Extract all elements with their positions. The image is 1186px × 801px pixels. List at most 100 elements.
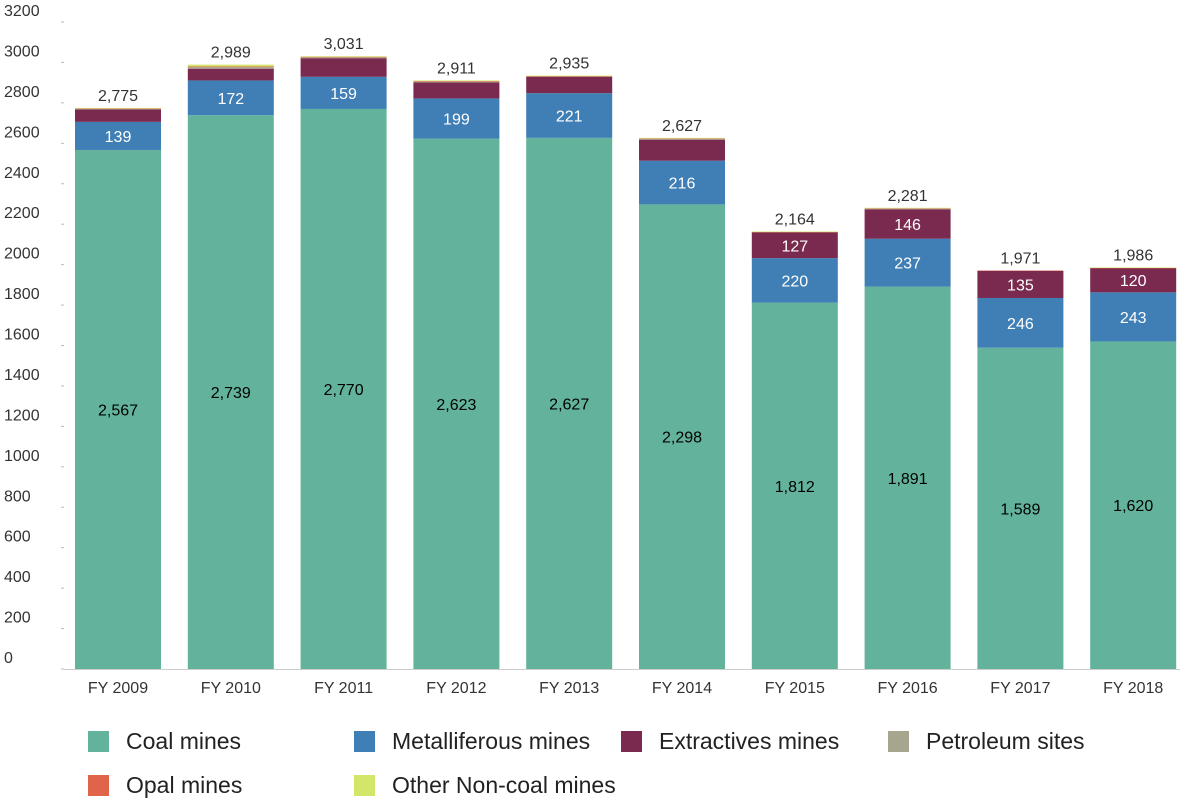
x-tick-label: FY 2012 [426,680,486,697]
bar-segment [639,137,725,139]
x-tick-label: FY 2009 [88,680,148,697]
y-tick-label: 200 [4,610,31,627]
x-tick-label: FY 2011 [314,680,373,697]
bar-stack: 2,770 159 3,031 [300,36,387,670]
bar-segment [300,108,387,670]
bar-segment [75,108,161,109]
total-label: 2,627 [662,118,702,135]
bar-segment [977,270,1064,298]
total-label: 2,911 [437,60,476,77]
bar-segment [864,208,951,210]
legend-swatch [354,775,375,796]
bar-segment [526,137,613,669]
data-label: 2,623 [436,397,476,414]
bar-segment [187,68,274,81]
y-tick-label: 0 [4,650,13,667]
y-tick-label: 600 [4,529,31,546]
bar-segment [187,67,274,69]
legend-item: Petroleum sites [888,728,1085,755]
bar-segment [75,121,161,150]
bar-segment [75,107,161,109]
legend-item: Other Non-coal mines [354,772,616,799]
total-label: 1,986 [1113,247,1153,264]
bar-segment [977,297,1064,348]
x-tick-label: FY 2010 [201,680,261,697]
y-axis: 0 200 400 600 800 1000 1200 1400 1600 1800 2000 220… [4,3,64,670]
data-label: 216 [669,176,696,193]
bar-segment [75,108,161,110]
bar-segment [751,232,838,259]
bar-segment [75,149,161,669]
bar-stack: 2,298 216 2,627 [639,118,725,670]
bar-segment [639,139,725,161]
data-label: 2,298 [662,430,702,447]
data-label: 237 [894,256,921,273]
y-tick-label: 3000 [4,43,40,60]
bar-stack: 2,567 139 2,775 [75,88,161,669]
y-tick-label: 400 [4,569,31,586]
total-label: 2,281 [888,188,928,205]
y-tick-label: 2600 [4,124,40,141]
bar-stack: 1,891 237 146 2,281 [864,188,951,669]
data-label: 127 [781,238,808,255]
bar-segment [75,109,161,122]
y-tick-label: 2200 [4,205,40,222]
y-tick-label: 3200 [4,3,40,20]
bar-segment [639,204,725,670]
data-label: 2,770 [324,382,364,399]
x-tick-label: FY 2018 [1103,680,1163,697]
bar-segment [187,115,274,669]
bar-segment [413,80,500,82]
data-label: 159 [330,86,357,103]
y-tick-label: 2400 [4,165,40,182]
total-label: 1,971 [1000,250,1040,267]
data-label: 243 [1120,310,1147,327]
legend-label: Extractives mines [659,728,840,754]
legend: Coal mines Metalliferous mines Extractives… [88,728,1178,800]
y-tick-label: 1200 [4,407,40,424]
data-label: 139 [105,129,132,146]
data-label: 221 [556,109,583,126]
legend-label: Opal mines [126,772,243,798]
legend-label: Other Non-coal mines [392,772,616,798]
bar-segment [751,258,838,303]
bar-segment [300,56,387,58]
bar-stack: 1,620 243 120 1,986 [1090,247,1177,669]
bar-segment [639,138,725,139]
legend-label: Petroleum sites [926,728,1085,754]
bar-segment [413,98,500,139]
data-label: 120 [1120,273,1147,290]
bar-segment [526,76,613,94]
bar-segment [1090,268,1177,293]
bar-segment [1090,341,1177,669]
bar-segment [526,76,613,77]
bar-segment [751,302,838,669]
y-tick-label: 1600 [4,327,40,344]
legend-swatch [354,731,375,752]
data-label: 172 [217,91,244,108]
total-label: 2,164 [775,211,815,228]
data-label: 2,627 [549,396,589,413]
bar-stack: 1,589 246 135 1,971 [977,250,1064,669]
bar-segment [1090,267,1177,269]
stacked-bar-chart: 0 200 400 600 800 1000 1200 1400 1600 1800 2000 220… [4,3,1180,697]
x-tick-label: FY 2013 [539,680,599,697]
bar-segment [413,81,500,82]
bar-segment [300,56,387,57]
total-label: 2,775 [98,88,138,105]
bar-segment [977,270,1064,271]
bar-segment [300,57,387,59]
bar-segment [187,66,274,68]
bar-stack: 1,812 220 127 2,164 [751,211,838,669]
bar-stack: 2,623 199 2,911 [413,60,500,670]
bar-segment [413,81,500,83]
x-axis: FY 2009 FY 2010 FY 2011 FY 2012 FY 2013 FY 20… [64,669,1180,697]
bar-stack: 2,739 172 2,989 [187,45,274,669]
y-tick-label: 1000 [4,448,40,465]
bar-segment [751,231,838,232]
bar-segment [864,208,951,209]
data-label: 146 [894,217,921,234]
bar-segment [639,160,725,205]
bar-segment [300,76,387,109]
total-label: 2,935 [549,56,589,73]
